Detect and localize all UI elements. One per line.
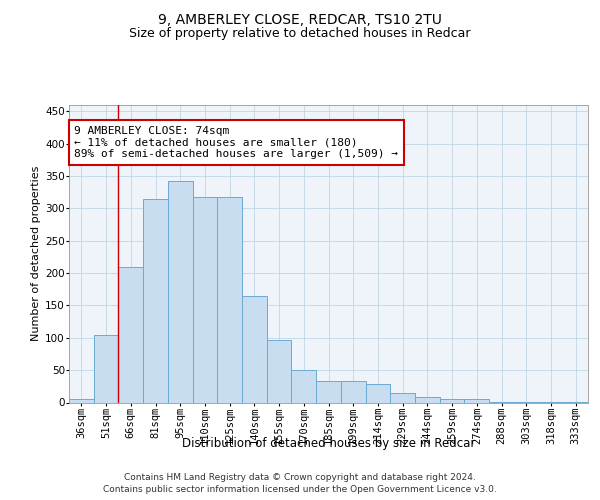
Bar (267, 340, 292, 402)
Bar (415, 398, 440, 402)
Bar (94, 334, 118, 402)
Text: 9 AMBERLEY CLOSE: 74sqm
← 11% of detached houses are smaller (180)
89% of semi-d: 9 AMBERLEY CLOSE: 74sqm ← 11% of detache… (74, 126, 398, 159)
Bar (341, 380, 365, 402)
Y-axis label: Number of detached properties: Number of detached properties (31, 166, 41, 342)
Bar (143, 199, 168, 402)
Text: 9, AMBERLEY CLOSE, REDCAR, TS10 2TU: 9, AMBERLEY CLOSE, REDCAR, TS10 2TU (158, 12, 442, 26)
Bar (69, 400, 94, 402)
Bar (390, 393, 415, 402)
Bar (440, 400, 464, 402)
Bar (118, 266, 143, 402)
Bar (316, 380, 341, 402)
Text: Distribution of detached houses by size in Redcar: Distribution of detached houses by size … (182, 438, 475, 450)
Bar (365, 384, 390, 402)
Text: Contains HM Land Registry data © Crown copyright and database right 2024.: Contains HM Land Registry data © Crown c… (124, 472, 476, 482)
Bar (193, 197, 217, 402)
Bar (168, 180, 193, 402)
Bar (292, 370, 316, 402)
Text: Contains public sector information licensed under the Open Government Licence v3: Contains public sector information licen… (103, 485, 497, 494)
Bar (464, 400, 489, 402)
Bar (242, 296, 267, 403)
Text: Size of property relative to detached houses in Redcar: Size of property relative to detached ho… (129, 28, 471, 40)
Bar (217, 197, 242, 402)
